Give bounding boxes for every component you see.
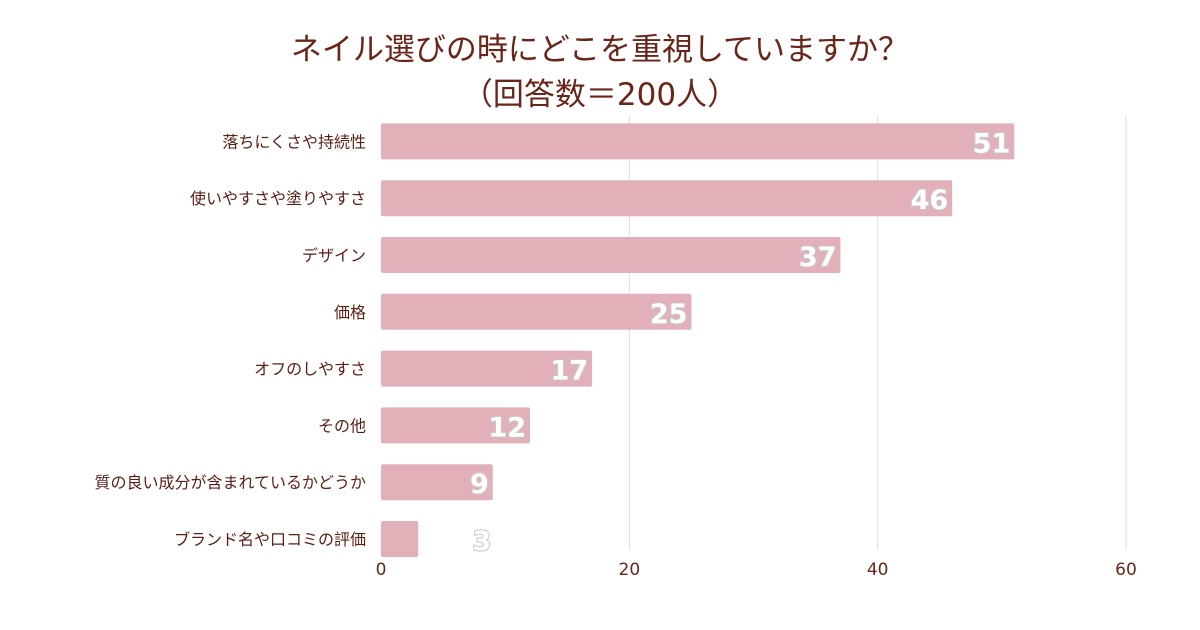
x-tick-label: 60 — [1115, 560, 1137, 580]
bar-1 — [381, 180, 953, 217]
bar-5 — [381, 407, 530, 444]
x-tick-label: 40 — [867, 560, 889, 580]
bars — [381, 123, 1015, 557]
bar-6 — [381, 464, 493, 501]
category-label: 価格 — [334, 303, 366, 322]
category-label: 使いやすさや塗りやすさ — [190, 189, 366, 208]
bar-2 — [381, 237, 841, 273]
data-label: 51 — [973, 128, 1011, 159]
bar-4 — [381, 350, 593, 387]
x-tick-label: 20 — [619, 560, 641, 580]
data-label: 12 — [488, 412, 526, 443]
data-label: 17 — [551, 356, 589, 387]
x-axis-ticks: 0 20 40 60 — [376, 560, 1137, 580]
category-label: その他 — [318, 416, 366, 435]
data-label: 37 — [799, 242, 837, 273]
data-label: 3 — [472, 526, 491, 557]
category-label: 落ちにくさや持続性 — [222, 132, 366, 151]
chart-title: ネイル選びの時にどこを重視していますか？ — [291, 32, 909, 68]
data-labels: 51 46 37 25 17 12 9 3 — [469, 127, 1011, 558]
x-tick-label: 0 — [376, 560, 387, 580]
data-label: 9 — [470, 469, 489, 500]
bar-7 — [381, 521, 419, 557]
chart-subtitle: （回答数＝200人） — [462, 77, 738, 113]
category-label: ブランド名や口コミの評価 — [174, 530, 366, 549]
bar-0 — [381, 123, 1015, 160]
category-label: オフのしやすさ — [254, 360, 366, 379]
bar-3 — [381, 293, 692, 330]
category-label: デザイン — [302, 246, 366, 265]
category-labels: 落ちにくさや持続性使いやすさや塗りやすさデザイン価格オフのしやすさその他質の良い… — [94, 132, 366, 549]
data-label: 46 — [911, 185, 949, 216]
category-label: 質の良い成分が含まれているかどうか — [94, 473, 366, 492]
data-label: 25 — [650, 299, 688, 330]
